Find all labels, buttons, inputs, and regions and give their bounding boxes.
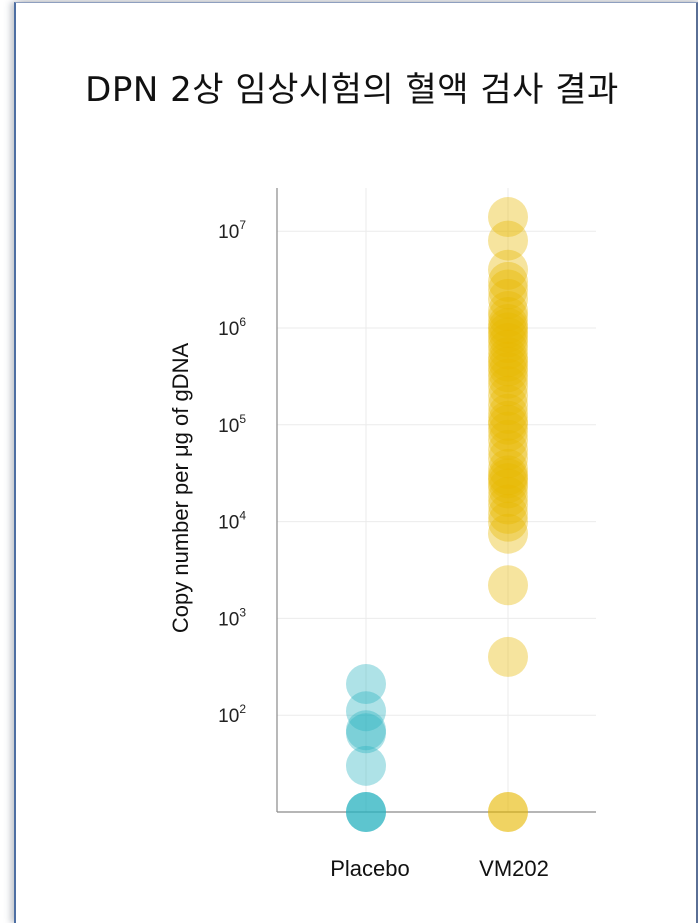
grid-lines	[277, 188, 596, 812]
data-point-vm202	[488, 352, 528, 393]
data-point-vm202	[488, 484, 528, 525]
y-tick-base: 10	[218, 222, 239, 243]
data-point-vm202	[488, 476, 528, 517]
data-point-placebo	[346, 713, 386, 754]
data-point-placebo	[346, 664, 386, 705]
data-point-vm202	[488, 438, 528, 479]
data-point-vm202	[488, 312, 528, 353]
data-point-vm202	[488, 366, 528, 407]
data-point-vm202	[488, 358, 528, 399]
data-point-placebo	[346, 691, 386, 732]
y-tick-base: 10	[218, 513, 239, 534]
y-tick-exponent: 3	[239, 605, 246, 619]
data-point-placebo	[346, 745, 386, 786]
y-tick-label: 104	[218, 509, 246, 534]
data-point-vm202	[488, 411, 528, 452]
data-point-vm202	[488, 308, 528, 348]
y-axis-label: Copy number per μg of gDNA	[168, 343, 193, 634]
y-tick-exponent: 6	[239, 315, 246, 329]
y-tick-base: 10	[218, 319, 239, 340]
data-point-vm202	[488, 337, 528, 378]
data-point-vm202	[488, 400, 528, 441]
y-tick-label: 106	[218, 315, 246, 340]
chart-title: DPN 2상 임상시험의 혈액 검사 결과	[85, 70, 619, 110]
data-point-vm202	[488, 636, 528, 677]
data-point-vm202	[488, 393, 528, 434]
data-point-vm202	[488, 404, 528, 445]
data-point-vm202	[488, 463, 528, 504]
y-tick-exponent: 2	[239, 702, 246, 716]
data-point-placebo	[346, 710, 386, 751]
data-point-placebo	[346, 792, 386, 832]
data-point-vm202	[488, 455, 528, 496]
data-point-vm202	[488, 261, 528, 302]
data-point-vm202	[488, 385, 528, 426]
data-point-vm202	[488, 303, 528, 344]
y-tick-base: 10	[218, 609, 239, 630]
y-tick-label: 103	[218, 605, 246, 630]
data-point-vm202	[488, 322, 528, 363]
data-points	[346, 197, 528, 832]
slide-frame	[14, 2, 698, 923]
data-point-vm202	[488, 329, 528, 370]
y-tick-base: 10	[218, 416, 239, 437]
data-point-vm202	[488, 419, 528, 460]
data-point-vm202	[488, 269, 528, 310]
data-point-vm202	[488, 317, 528, 358]
y-tick-label: 102	[218, 702, 246, 727]
y-tick-label: 107	[218, 218, 246, 243]
data-point-vm202	[488, 220, 528, 261]
y-tick-exponent: 4	[239, 509, 246, 523]
x-category-labels: Placebo VM202	[330, 856, 549, 881]
x-category-label: VM202	[479, 856, 549, 881]
data-point-vm202	[488, 296, 528, 337]
y-tick-base: 10	[218, 706, 239, 727]
data-point-vm202	[488, 501, 528, 542]
axes	[276, 188, 596, 813]
x-category-label: Placebo	[330, 856, 410, 881]
data-point-vm202	[488, 249, 528, 290]
data-point-vm202	[488, 792, 528, 832]
data-point-vm202	[488, 565, 528, 606]
data-point-vm202	[488, 341, 528, 382]
data-point-placebo	[346, 792, 386, 832]
data-point-vm202	[488, 278, 528, 319]
data-point-vm202	[488, 290, 528, 331]
data-point-vm202	[488, 197, 528, 238]
y-tick-label: 105	[218, 412, 246, 437]
y-tick-exponent: 7	[239, 218, 246, 232]
data-point-vm202	[488, 513, 528, 554]
data-point-placebo	[346, 792, 386, 832]
data-point-vm202	[488, 346, 528, 387]
data-point-vm202	[488, 458, 528, 499]
y-tick-exponent: 5	[239, 412, 246, 426]
data-point-vm202	[488, 493, 528, 534]
data-point-vm202	[488, 792, 528, 832]
data-point-vm202	[488, 468, 528, 509]
data-point-vm202	[488, 375, 528, 416]
data-point-vm202	[488, 429, 528, 470]
data-point-vm202	[488, 448, 528, 489]
